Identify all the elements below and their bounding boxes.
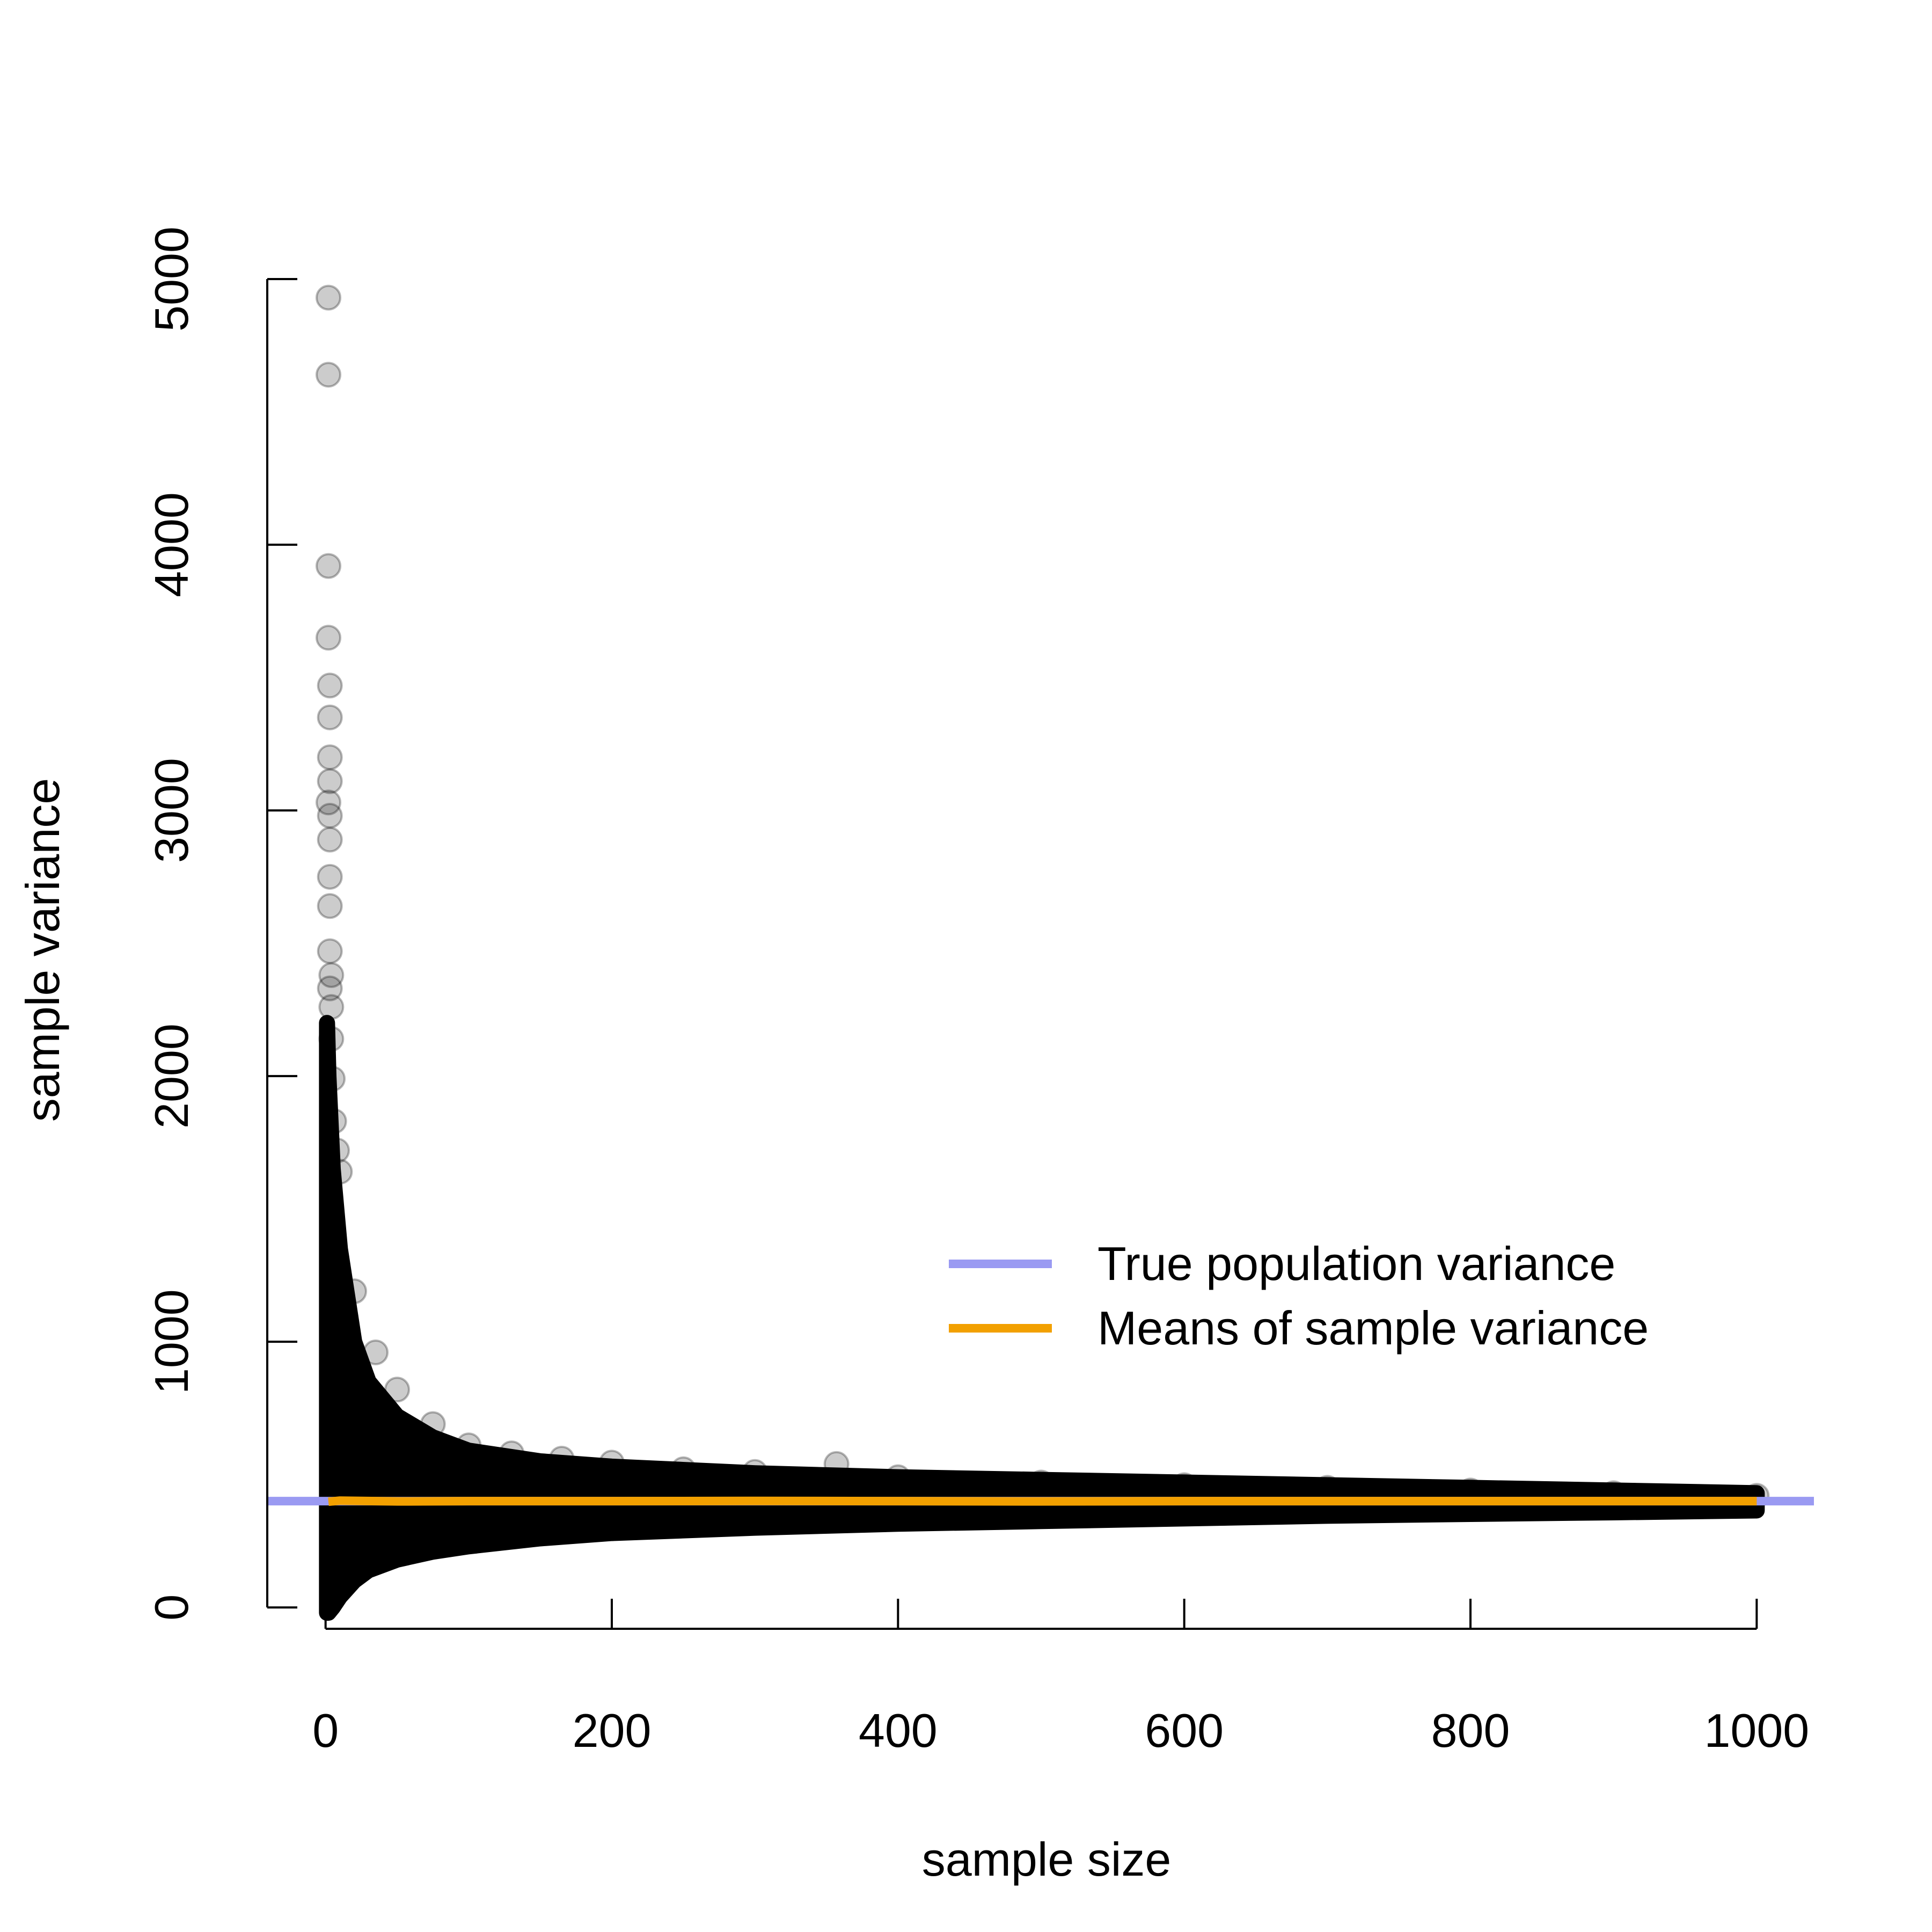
sample-point: [317, 768, 343, 794]
sample-point: [316, 625, 341, 651]
sample-point: [324, 1137, 350, 1163]
sample-point: [316, 362, 341, 388]
sample-point: [1171, 1472, 1197, 1498]
x-axis-title: sample size: [922, 1833, 1172, 1886]
sample-point: [316, 284, 341, 311]
y-axis: 0 1000 2000 3000 4000 5000: [145, 226, 297, 1621]
sample-point: [317, 938, 343, 964]
variance-cloud: [319, 1015, 1765, 1621]
x-tick-label: 600: [1145, 1704, 1224, 1757]
sample-point: [321, 1108, 347, 1135]
sample-point: [318, 962, 345, 989]
sample-point: [548, 1445, 575, 1472]
x-tick-label: 0: [312, 1704, 339, 1757]
sample-point: [316, 553, 341, 579]
sample-point: [670, 1456, 697, 1482]
sample-point: [317, 893, 343, 919]
y-tick-label: 0: [145, 1594, 198, 1621]
sample-point: [317, 802, 343, 829]
sample-point: [317, 672, 343, 699]
legend-label-mean: Means of sample variance: [1097, 1301, 1649, 1355]
x-axis: 0 200 400 600 800 1000: [312, 1599, 1809, 1757]
sample-point: [823, 1451, 850, 1477]
sample-variance-cloud: [319, 1015, 1765, 1621]
sample-point: [885, 1464, 911, 1490]
sample-point: [318, 1026, 345, 1052]
y-tick-label: 2000: [145, 1023, 198, 1129]
sample-point: [363, 1339, 389, 1365]
sample-point: [1028, 1469, 1054, 1496]
sample-point: [318, 994, 345, 1020]
sample-point: [317, 744, 343, 771]
sample-point: [317, 704, 343, 730]
sample-point: [316, 789, 341, 816]
sample-point: [456, 1432, 482, 1459]
y-axis-title: sample variance: [16, 778, 69, 1122]
sample-point: [599, 1450, 625, 1476]
sample-point: [499, 1440, 525, 1467]
mean-sample-variance-line: [328, 1496, 1757, 1506]
y-tick-label: 1000: [145, 1289, 198, 1394]
legend-label-population: True population variance: [1097, 1237, 1615, 1290]
y-tick-label: 4000: [145, 492, 198, 597]
sample-point: [317, 863, 343, 890]
x-tick-label: 200: [573, 1704, 652, 1757]
sample-point: [317, 826, 343, 853]
sample-point: [317, 975, 343, 1001]
x-tick-label: 1000: [1704, 1704, 1809, 1757]
sample-point: [420, 1411, 446, 1437]
sample-point: [1314, 1475, 1341, 1501]
sample-point: [327, 1159, 353, 1185]
x-tick-label: 400: [859, 1704, 938, 1757]
x-tick-label: 800: [1431, 1704, 1510, 1757]
legend: True population variance Means of sample…: [949, 1237, 1649, 1355]
sample-point: [384, 1377, 410, 1403]
y-tick-label: 5000: [145, 226, 198, 332]
sample-point: [742, 1459, 768, 1485]
reference-lines: [268, 1496, 1814, 1506]
sample-point: [341, 1278, 367, 1305]
sample-point: [320, 1066, 346, 1092]
y-tick-label: 3000: [145, 758, 198, 863]
